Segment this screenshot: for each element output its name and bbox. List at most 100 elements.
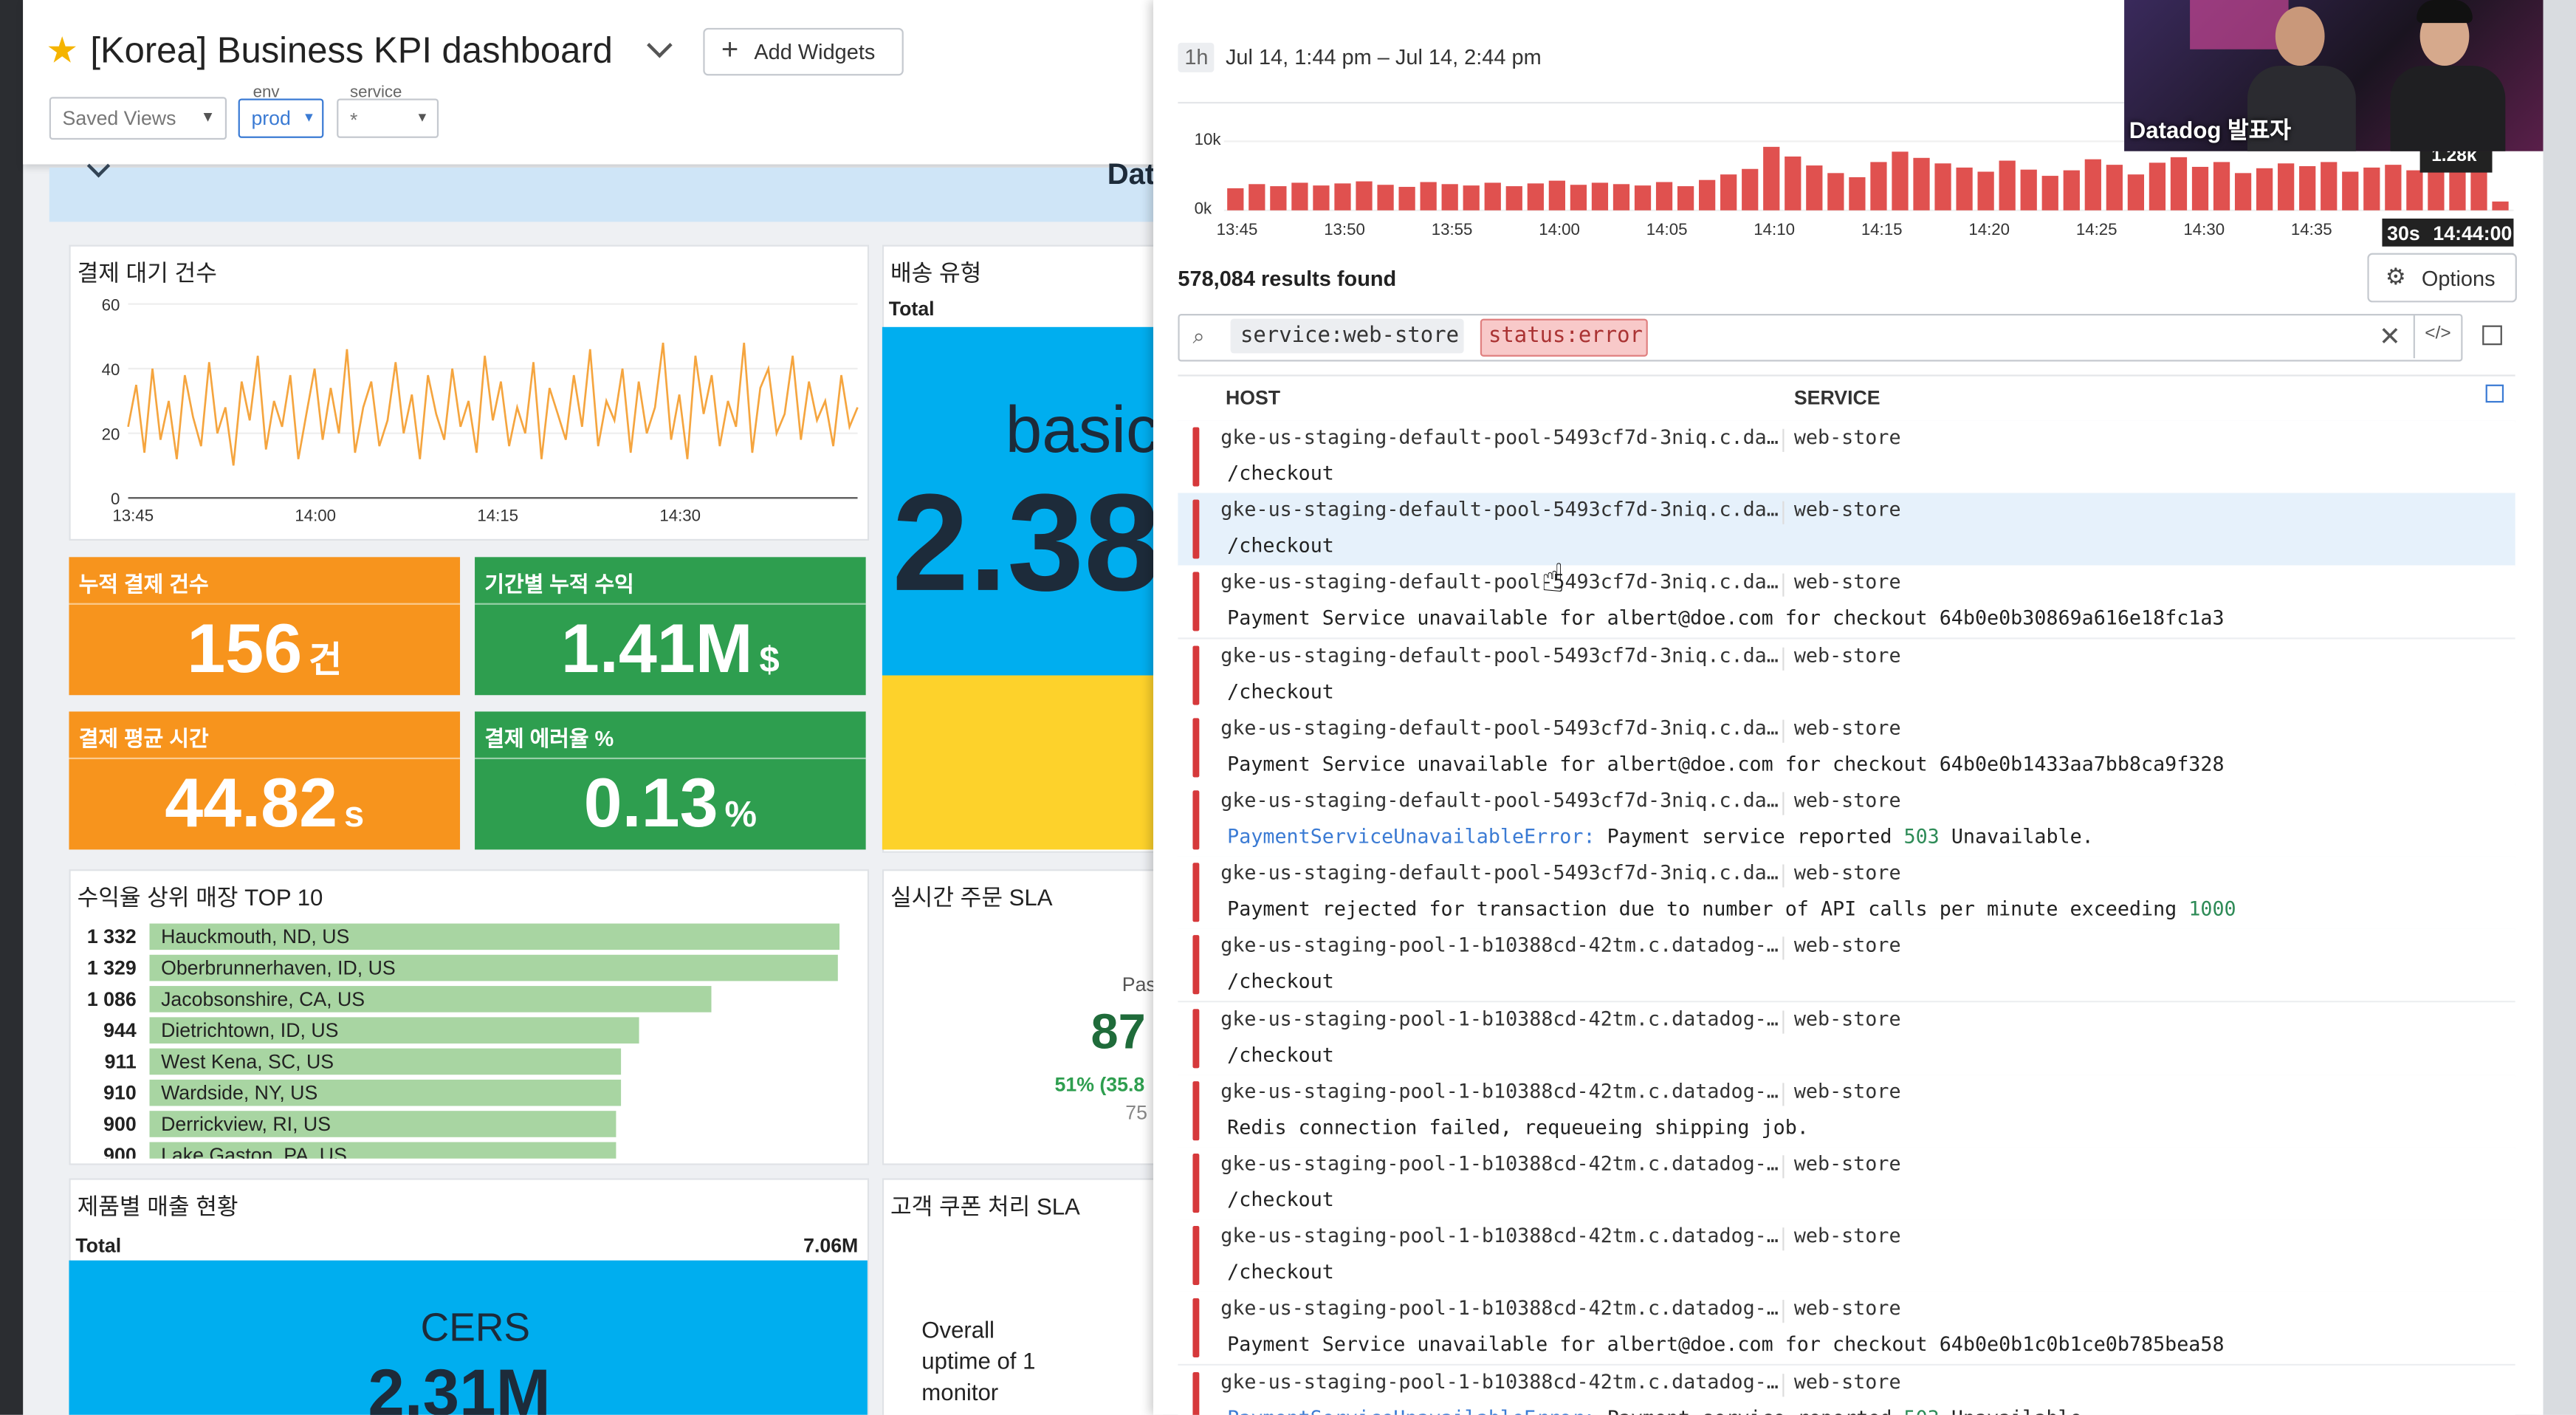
x-tick-label: 14:10 xyxy=(1754,220,1795,239)
message-part: /checkout xyxy=(1227,1043,1334,1066)
treemap-cell xyxy=(69,1260,868,1415)
log-row[interactable]: gke-us-staging-default-pool-5493cf7d-3ni… xyxy=(1178,784,2515,858)
message-part: 1000 xyxy=(2188,897,2236,921)
cell-divider xyxy=(1782,1010,1785,1033)
histogram-bar xyxy=(1699,179,1716,210)
log-row[interactable]: gke-us-staging-default-pool-5493cf7d-3ni… xyxy=(1178,493,2515,568)
open-icon[interactable] xyxy=(2485,384,2504,403)
cell-divider xyxy=(1782,719,1785,743)
service: web-store xyxy=(1793,1297,1901,1320)
status-bar xyxy=(1192,1226,1200,1286)
toplist-bar xyxy=(149,954,838,981)
env-select[interactable]: prod ▼ xyxy=(238,98,324,138)
histogram-bar xyxy=(1420,182,1437,210)
log-row[interactable]: gke-us-staging-default-pool-5493cf7d-3ni… xyxy=(1178,856,2515,931)
log-row[interactable]: gke-us-staging-default-pool-5493cf7d-3ni… xyxy=(1178,711,2515,786)
clear-icon[interactable]: ✕ xyxy=(2378,323,2401,352)
saved-views-select[interactable]: Saved Views ▼ xyxy=(49,97,227,140)
widget-title: 고객 쿠폰 처리 SLA xyxy=(890,1193,1080,1220)
message-part: /checkout xyxy=(1227,679,1334,703)
histogram-bar xyxy=(1398,187,1415,210)
sla-label: Pas xyxy=(1122,973,1156,996)
code-button[interactable] xyxy=(2413,313,2462,359)
host: gke-us-staging-default-pool-5493cf7d-3ni… xyxy=(1220,789,1779,812)
histogram-bar xyxy=(2428,166,2445,210)
column-header: HOST xyxy=(1225,386,1281,410)
message: /checkout xyxy=(1227,1188,1334,1211)
star-icon: ★ xyxy=(46,30,79,71)
log-row[interactable]: gke-us-staging-default-pool-5493cf7d-3ni… xyxy=(1178,638,2515,713)
host: gke-us-staging-pool-1-b10388cd-42tm.c.da… xyxy=(1220,1079,1779,1103)
x-tick-label: 14:00 xyxy=(1539,220,1580,239)
widget-title: 실시간 주문 SLA xyxy=(890,884,1053,911)
service: web-store xyxy=(1793,1151,1901,1175)
log-row[interactable]: gke-us-staging-pool-1-b10388cd-42tm.c.da… xyxy=(1178,1074,2515,1148)
cell-divider xyxy=(1782,428,1785,452)
log-row[interactable]: gke-us-staging-pool-1-b10388cd-42tm.c.da… xyxy=(1178,1147,2515,1222)
video-overlay: Datadog 발표자 xyxy=(2124,0,2544,151)
host: gke-us-staging-pool-1-b10388cd-42tm.c.da… xyxy=(1220,1007,1779,1030)
token-text: status:error xyxy=(1488,323,1643,349)
message: PaymentServiceUnavailableError: Payment … xyxy=(1227,1406,2094,1415)
service-select[interactable]: * ▼ xyxy=(337,98,439,138)
copy-icon[interactable] xyxy=(2482,325,2502,346)
widget xyxy=(882,869,1165,1165)
add-widgets-button[interactable]: + Add Widgets xyxy=(703,27,904,76)
histogram-bar xyxy=(2256,168,2273,210)
log-row[interactable]: gke-us-staging-pool-1-b10388cd-42tm.c.da… xyxy=(1178,1219,2515,1294)
divider xyxy=(1178,101,2515,104)
message: /checkout xyxy=(1227,1261,1334,1284)
kpi-value: 0.13 xyxy=(583,764,718,842)
histogram-bar xyxy=(1742,168,1759,210)
options-button[interactable]: ⚙ Options xyxy=(2367,253,2517,303)
sla-value: 87 xyxy=(1090,1005,1146,1061)
host: gke-us-staging-pool-1-b10388cd-42tm.c.da… xyxy=(1220,1297,1779,1320)
range-short[interactable]: 1h xyxy=(1184,44,1209,69)
host: gke-us-staging-pool-1-b10388cd-42tm.c.da… xyxy=(1220,1224,1779,1248)
message: PaymentServiceUnavailableError: Payment … xyxy=(1227,825,2094,848)
message-part: Unavailable. xyxy=(1940,1406,2094,1415)
histogram-bar xyxy=(1527,183,1544,210)
histogram-bar xyxy=(1892,151,1909,210)
time-range[interactable]: Jul 14, 1:44 pm – Jul 14, 2:44 pm xyxy=(1225,44,1542,69)
toplist-name: Hauckmouth, ND, US xyxy=(161,925,350,948)
toplist-name: West Kena, SC, US xyxy=(161,1049,334,1074)
column-header: SERVICE xyxy=(1793,386,1881,410)
toplist-bar xyxy=(149,923,840,950)
search-icon: ⌕ xyxy=(1192,323,1205,349)
kpi-divider xyxy=(69,603,461,605)
kpi-title: 누적 결제 건수 xyxy=(78,572,209,597)
y-tick-label: 0k xyxy=(1195,199,1212,217)
log-row[interactable]: gke-us-staging-default-pool-5493cf7d-3ni… xyxy=(1178,566,2515,640)
log-row[interactable]: gke-us-staging-pool-1-b10388cd-42tm.c.da… xyxy=(1178,1001,2515,1076)
message-part: /checkout xyxy=(1227,534,1334,558)
y-tick-label: 10k xyxy=(1195,130,1222,148)
log-row[interactable]: gke-us-staging-pool-1-b10388cd-42tm.c.da… xyxy=(1178,929,2515,1004)
log-row[interactable]: gke-us-staging-pool-1-b10388cd-42tm.c.da… xyxy=(1178,1292,2515,1366)
log-row[interactable]: gke-us-staging-pool-1-b10388cd-42tm.c.da… xyxy=(1178,1365,2515,1415)
message: /checkout xyxy=(1227,679,1334,702)
message: Redis connection failed, requeueing ship… xyxy=(1227,1115,1809,1138)
message-part: 503 xyxy=(1904,1406,1940,1415)
message: Payment rejected for transaction due to … xyxy=(1227,897,2236,920)
kpi-value-row: 44.82 s xyxy=(69,764,460,843)
cell-divider xyxy=(1782,1373,1785,1397)
dashboard-title: [Korea] Business KPI dashboard xyxy=(90,30,613,71)
histogram-bar xyxy=(1356,181,1373,210)
status-bar xyxy=(1192,1080,1200,1140)
log-row[interactable]: gke-us-staging-default-pool-5493cf7d-3ni… xyxy=(1178,420,2515,495)
kpi-title: 결제 평균 시간 xyxy=(78,726,209,751)
kpi-divider xyxy=(475,757,866,760)
toplist-value: 900 xyxy=(103,1112,137,1136)
host: gke-us-staging-default-pool-5493cf7d-3ni… xyxy=(1220,570,1779,595)
options-label: Options xyxy=(2421,266,2496,291)
toplist-bar xyxy=(149,1079,621,1106)
message-part: Payment service reported xyxy=(1595,825,1904,849)
person-body xyxy=(2390,66,2506,151)
service: web-store xyxy=(1793,643,1901,667)
histogram-bar xyxy=(1827,173,1844,210)
histogram-bar xyxy=(1505,186,1522,210)
histogram-bar xyxy=(2106,165,2123,210)
